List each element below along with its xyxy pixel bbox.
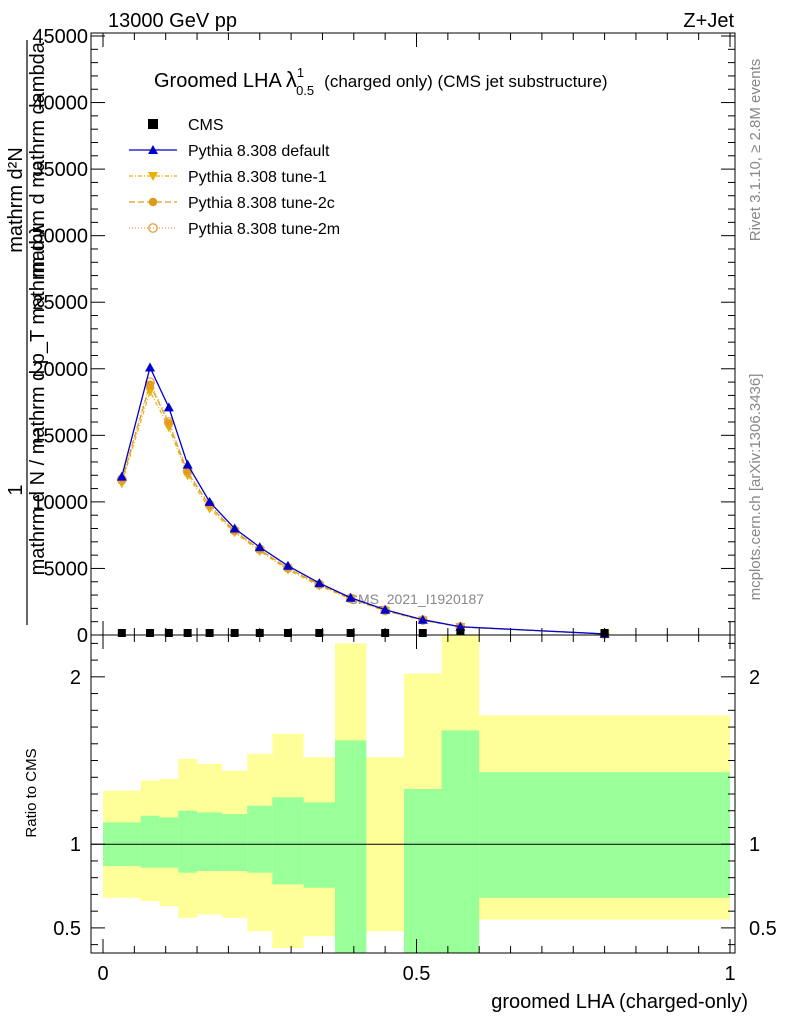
ratio-green-band <box>441 730 480 953</box>
ratio-y-tick-label-right: 1 <box>749 834 760 856</box>
series-point <box>314 578 325 588</box>
ratio-y-ticks: 0.5 0.5 1 1 2 2 <box>53 642 777 946</box>
title-lambda: λ <box>286 67 297 92</box>
header-right: Z+Jet <box>683 10 734 32</box>
series-point <box>182 459 193 469</box>
legend-label: Pythia 8.308 tune-2m <box>188 221 340 238</box>
ylabel-top: mathrm d²N <box>5 147 27 253</box>
cms-point <box>183 629 192 637</box>
ratio-y-tick-label: 2 <box>70 667 81 689</box>
main-y-tick-label: 10000 <box>32 492 88 514</box>
ratio-green-band <box>159 817 179 868</box>
legend-marker <box>148 119 158 129</box>
ratio-y-tick-label: 0.5 <box>53 918 81 940</box>
main-y-tick-label: 40000 <box>32 93 88 115</box>
rivet-label: Rivet 3.1.10, ≥ 2.8M events <box>747 59 764 242</box>
legend: CMS Pythia 8.308 default Pythia 8.308 tune… <box>129 117 340 238</box>
ratio-green-band <box>403 788 442 953</box>
ratio-y-label: Ratio to CMS <box>23 748 40 837</box>
ratio-green-band <box>222 814 248 871</box>
title-rest: (charged only) (CMS jet substructure) <box>324 72 607 91</box>
cms-point <box>381 629 390 637</box>
main-y-tick-label: 15000 <box>32 425 88 447</box>
cms-point <box>255 629 264 637</box>
legend-label: CMS <box>188 117 224 134</box>
cms-point <box>164 629 173 637</box>
ratio-bands <box>103 635 730 953</box>
ratio-green-band <box>272 797 304 885</box>
cms-point <box>315 629 324 637</box>
cms-point <box>600 629 609 637</box>
main-y-tick-label: 45000 <box>32 26 88 48</box>
title-main: Groomed LHA <box>154 70 282 92</box>
y-axis-label-main: mathrm d²N 1 mathrm d N / mathrm d p_T m… <box>5 40 49 625</box>
cms-point <box>117 629 126 637</box>
ratio-x-ticks: 0 0.5 1 <box>97 635 736 985</box>
watermark: CMS_2021_I1920187 <box>348 591 484 607</box>
ratio-y-tick-label: 1 <box>70 834 81 856</box>
cms-point <box>230 629 239 637</box>
title-sup: 1 <box>297 65 304 80</box>
series-point <box>282 560 293 570</box>
series-point <box>229 523 240 533</box>
main-y-tick-label: 5000 <box>44 558 89 580</box>
x-axis-label: groomed LHA (charged-only) <box>491 991 748 1013</box>
series-point <box>380 604 391 614</box>
ratio-x-tick-label: 1 <box>724 963 735 985</box>
ratio-y-tick-label-right: 0.5 <box>749 918 777 940</box>
ratio-green-band <box>197 812 223 871</box>
ratio-green-band <box>303 802 335 888</box>
series-point <box>204 496 215 506</box>
main-y-tick-label: 0 <box>77 625 88 647</box>
title-sub: 0.5 <box>296 83 314 98</box>
cms-point <box>346 629 355 637</box>
ratio-y-tick-label-right: 2 <box>749 667 760 689</box>
series-point <box>145 380 155 390</box>
cms-point <box>418 629 427 637</box>
series-point <box>163 402 174 412</box>
ratio-green-band <box>178 810 198 873</box>
ratio-x-tick-label: 0.5 <box>403 963 431 985</box>
ylabel-one: 1 <box>5 484 27 495</box>
cms-point <box>283 629 292 637</box>
main-x-ticks <box>102 33 731 635</box>
header-left: 13000 GeV pp <box>108 10 237 32</box>
cms-point <box>146 629 155 637</box>
cms-point <box>205 629 214 637</box>
plot-title: Groomed LHA λ1 0.5 (charged only) (CMS jet … <box>154 65 608 98</box>
series-point <box>145 362 156 372</box>
series-line <box>121 383 605 635</box>
main-y-tick-label: 20000 <box>32 359 88 381</box>
ratio-green-band <box>479 772 730 898</box>
ylabel-frac: mathrm d N / mathrm d p_T mathrm d λ <box>27 225 49 576</box>
main-y-tick-label: 25000 <box>32 292 88 314</box>
series-point <box>116 471 127 481</box>
ratio-green-band <box>140 815 160 868</box>
main-y-tick-label: 35000 <box>32 159 88 181</box>
main-y-tick-label: 30000 <box>32 226 88 248</box>
cms-data-layer <box>117 629 609 637</box>
legend-marker <box>148 172 158 181</box>
ylabel-extra: mathrm d mathrm dambda <box>27 41 49 278</box>
mcplots-label: mcplots.cern.ch [arXiv:1306.3436] <box>747 374 764 601</box>
main-y-ticks: 0 5000 10000 15000 20000 25000 30000 35000 40000… <box>32 26 735 647</box>
series-point <box>345 592 356 602</box>
legend-marker <box>148 223 158 233</box>
ratio-x-tick-label: 0 <box>97 963 108 985</box>
ratio-green-band <box>334 740 367 953</box>
ratio-green-band <box>247 805 273 873</box>
legend-marker <box>148 145 158 154</box>
legend-label: Pythia 8.308 default <box>188 143 330 160</box>
series-point <box>254 542 265 552</box>
series-point <box>455 621 466 631</box>
series-line <box>121 365 605 635</box>
cms-point <box>456 629 465 637</box>
legend-marker <box>148 197 158 207</box>
legend-label: Pythia 8.308 tune-2c <box>188 195 335 212</box>
legend-label: Pythia 8.308 tune-1 <box>188 169 327 186</box>
series-point <box>417 614 428 624</box>
